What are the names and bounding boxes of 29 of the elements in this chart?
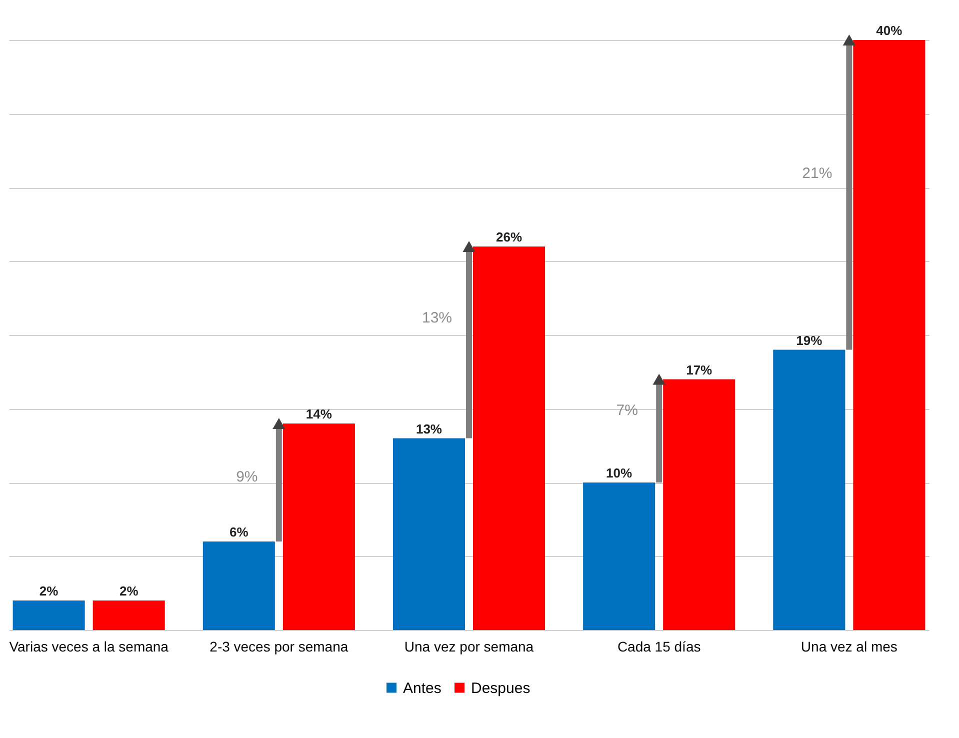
data-label: 2% xyxy=(39,584,59,598)
data-label: 26% xyxy=(496,230,522,244)
bar xyxy=(663,379,736,630)
data-label: 17% xyxy=(686,362,713,378)
bar xyxy=(12,600,85,630)
bar xyxy=(202,542,275,630)
legend-label: Despues xyxy=(471,680,530,697)
annotation: 21% xyxy=(802,164,832,182)
annotation: 13% xyxy=(422,309,452,326)
x-tick-label: Cada 15 días xyxy=(617,638,701,654)
x-tick-label: Varias veces a la semana xyxy=(9,638,169,654)
data-label: 6% xyxy=(230,524,249,540)
data-label: 40% xyxy=(876,23,903,38)
data-label: 10% xyxy=(606,466,633,480)
bar xyxy=(583,482,656,630)
bar xyxy=(773,350,846,630)
bar xyxy=(473,246,546,630)
x-tick-label: Una vez al mes xyxy=(800,638,898,654)
annotation: 9% xyxy=(236,468,258,486)
bar xyxy=(92,600,165,630)
data-label: 14% xyxy=(306,406,332,422)
data-label: 13% xyxy=(416,421,442,436)
legend-label: Antes xyxy=(403,680,442,697)
bar xyxy=(392,438,465,630)
data-label: 2% xyxy=(119,584,139,598)
x-tick-label: Una vez por semana xyxy=(404,638,534,654)
data-label: 19% xyxy=(796,332,823,348)
x-tick-label: 2-3 veces por semana xyxy=(210,638,348,654)
annotation: 7% xyxy=(616,402,638,420)
